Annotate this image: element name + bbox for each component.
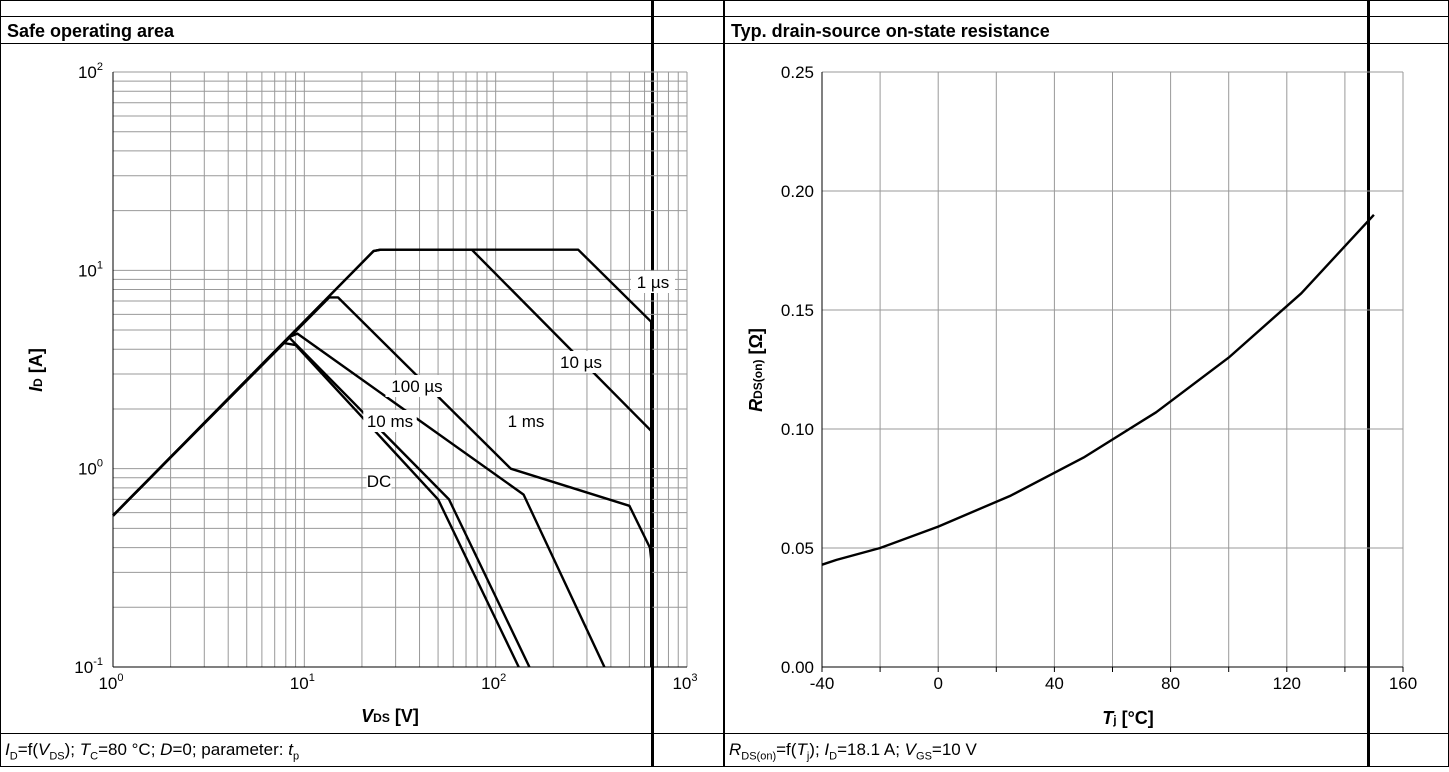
rds-title: Typ. drain-source on-state resistance [725,16,1448,44]
soa-y-tick-label: 100 [78,458,103,479]
rds-footer: RDS(on)=f(Tj); ID=18.1 A; VGS=10 V [725,733,1448,766]
rds-x-tick-label: -40 [810,674,835,693]
soa-footer: ID=f(VDS); TC=80 °C; D=0; parameter: tp [1,733,723,766]
soa-series-line [112,296,653,560]
soa-series-line [112,248,653,667]
soa-x-tick-label: 103 [672,672,697,693]
rds-y-tick-label: 0.15 [781,301,814,320]
soa-curve-label: 10 ms [367,412,413,431]
rds-x-tick-label: 40 [1045,674,1064,693]
soa-curve-label: 10 µs [560,353,602,372]
rds-y-axis-title: RDS(on) [Ω] [746,328,766,412]
soa-title: Safe operating area [1,16,723,44]
soa-panel: Safe operating area ID=f(VDS); TC=80 °C;… [0,0,724,767]
rds-x-tick-label: 160 [1389,674,1417,693]
rds-y-tick-label: 0.00 [781,658,814,677]
soa-curve-label-bg [554,351,608,373]
soa-x-tick-label: 100 [98,672,123,693]
soa-curve-label: 100 µs [391,377,442,396]
soa-curve-label-bg [366,470,392,492]
soa-y-tick-label: 101 [78,259,103,280]
rds-x-tick-label: 0 [933,674,942,693]
soa-x-tick-label: 102 [481,672,506,693]
soa-curve-label-bg [631,271,675,293]
rds-panel: Typ. drain-source on-state resistance RD… [724,0,1449,767]
rds-x-tick-label: 120 [1273,674,1301,693]
soa-curve-label-bg [504,410,548,432]
rds-y-tick-label: 0.10 [781,420,814,439]
soa-divider-line [651,0,654,767]
rds-y-tick-label: 0.25 [781,63,814,82]
rds-x-tick-label: 80 [1161,674,1180,693]
soa-y-axis-title: ID [A] [26,348,46,392]
soa-x-tick-label: 101 [290,672,315,693]
soa-curve-label-bg [363,410,417,432]
rds-divider-line [1367,0,1370,767]
soa-series-line [112,336,531,668]
soa-series-line [112,341,520,668]
soa-curve-label-bg [385,375,449,397]
soa-x-axis-title: VDS [V] [361,706,419,726]
soa-y-tick-label: 102 [78,61,103,82]
soa-curve-label: DC [367,472,392,491]
soa-curve-label: 1 ms [508,412,545,431]
rds-series-line [821,213,1375,566]
rds-y-tick-label: 0.05 [781,539,814,558]
soa-y-tick-label: 10-1 [74,656,103,677]
soa-curve-label: 1 µs [637,273,669,292]
rds-y-tick-label: 0.20 [781,182,814,201]
rds-x-axis-title: Tj [°C] [1102,708,1154,728]
soa-series-line [112,332,606,668]
